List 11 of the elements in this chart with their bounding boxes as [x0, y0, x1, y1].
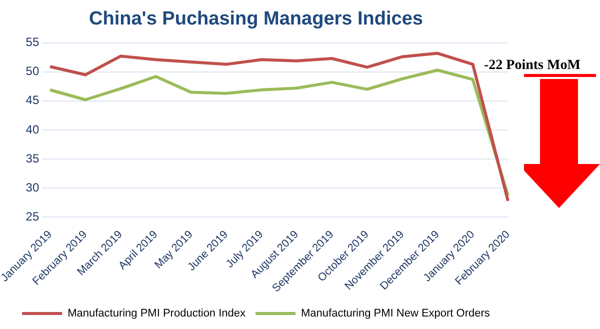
chart-title: China's Puchasing Managers Indices: [89, 8, 423, 30]
y-tick-label: 25: [26, 209, 40, 224]
y-tick-label: 55: [26, 35, 40, 50]
y-tick-label: 45: [26, 93, 40, 108]
annotation: -22 Points MoM: [484, 58, 580, 74]
y-tick-label: 50: [26, 64, 40, 78]
y-tick-label: 40: [26, 122, 40, 136]
y-tick-label: 35: [26, 151, 40, 166]
legend-label: Manufacturing PMI New Export Orders: [301, 308, 490, 320]
legend-label: Manufacturing PMI Production Index: [68, 308, 246, 320]
y-tick-label: 30: [26, 180, 40, 194]
